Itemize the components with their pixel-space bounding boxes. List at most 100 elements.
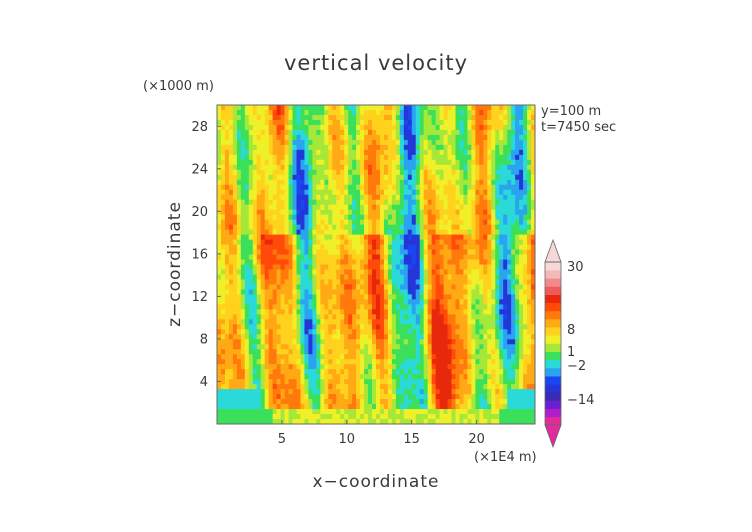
field-cell — [272, 344, 278, 350]
field-cell — [252, 179, 258, 186]
field-cell — [499, 149, 504, 156]
field-cell — [256, 139, 262, 146]
field-cell — [300, 164, 305, 171]
field-cell — [312, 384, 317, 390]
field-cell — [244, 369, 250, 375]
field-cell — [383, 174, 389, 181]
field-cell — [376, 179, 381, 186]
field-cell — [395, 105, 401, 111]
field-cell — [507, 244, 512, 250]
field-cell — [487, 289, 492, 295]
field-cell — [511, 254, 516, 260]
field-cell — [217, 179, 222, 186]
field-cell — [471, 179, 476, 186]
field-cell — [411, 109, 417, 116]
field-cell — [304, 304, 309, 310]
field-cell — [344, 279, 349, 285]
field-cell — [467, 259, 472, 265]
field-cell — [304, 144, 309, 151]
field-cell — [503, 119, 508, 126]
field-cell — [360, 129, 365, 136]
field-cell — [407, 279, 413, 285]
field-cell — [296, 134, 301, 141]
field-cell — [240, 294, 246, 300]
field-cell — [236, 409, 242, 415]
field-cell — [475, 174, 480, 181]
field-cell — [483, 259, 488, 265]
field-cell — [368, 279, 373, 285]
field-cell — [435, 254, 441, 260]
field-cell — [356, 304, 361, 310]
field-cell — [383, 319, 389, 325]
field-cell — [431, 314, 437, 320]
field-cell — [264, 264, 270, 270]
field-cell — [507, 394, 512, 400]
field-cell — [519, 419, 524, 424]
field-cell — [232, 259, 238, 265]
field-cell — [463, 149, 468, 156]
field-cell — [507, 159, 512, 166]
field-cell — [296, 149, 301, 156]
field-cell — [228, 129, 234, 136]
field-cell — [284, 244, 289, 250]
field-cell — [455, 304, 460, 310]
field-cell — [220, 154, 226, 161]
field-cell — [491, 209, 496, 216]
field-cell — [443, 144, 448, 151]
field-cell — [260, 184, 266, 191]
field-cell — [372, 289, 377, 295]
field-cell — [228, 184, 234, 191]
field-cell — [391, 349, 397, 355]
field-cell — [475, 269, 480, 275]
field-cell — [439, 269, 444, 275]
field-cell — [217, 164, 222, 171]
field-cell — [324, 364, 329, 370]
field-cell — [236, 105, 242, 111]
field-cell — [312, 259, 317, 265]
field-cell — [312, 314, 317, 320]
field-cell — [435, 159, 441, 166]
field-cell — [260, 154, 266, 161]
field-cell — [372, 194, 377, 201]
field-cell — [276, 399, 282, 405]
field-cell — [507, 164, 512, 171]
field-cell — [423, 144, 429, 151]
field-cell — [368, 229, 373, 235]
field-cell — [344, 409, 349, 415]
field-cell — [340, 189, 345, 196]
field-cell — [475, 264, 480, 270]
field-cell — [224, 309, 230, 315]
field-cell — [523, 114, 528, 121]
field-cell — [248, 394, 254, 400]
field-cell — [447, 149, 452, 156]
field-cell — [483, 234, 488, 240]
field-cell — [407, 334, 413, 340]
field-cell — [284, 384, 289, 390]
field-cell — [340, 179, 345, 186]
field-cell — [419, 369, 425, 375]
field-cell — [248, 384, 254, 390]
field-cell — [276, 289, 282, 295]
field-cell — [236, 254, 242, 260]
field-cell — [288, 309, 293, 315]
field-cell — [467, 254, 472, 260]
field-cell — [515, 159, 520, 166]
field-cell — [356, 209, 361, 216]
field-cell — [376, 204, 381, 211]
field-cell — [391, 134, 397, 141]
field-cell — [356, 359, 361, 365]
field-cell — [499, 324, 504, 330]
field-cell — [300, 364, 305, 370]
field-cell — [395, 299, 401, 305]
field-cell — [499, 369, 504, 375]
field-cell — [387, 379, 393, 385]
field-cell — [379, 289, 385, 295]
field-cell — [403, 314, 409, 320]
field-cell — [479, 169, 484, 176]
field-cell — [387, 394, 393, 400]
field-cell — [499, 234, 504, 240]
field-cell — [264, 139, 270, 146]
field-cell — [272, 214, 278, 221]
field-cell — [399, 289, 405, 295]
field-cell — [368, 164, 373, 171]
